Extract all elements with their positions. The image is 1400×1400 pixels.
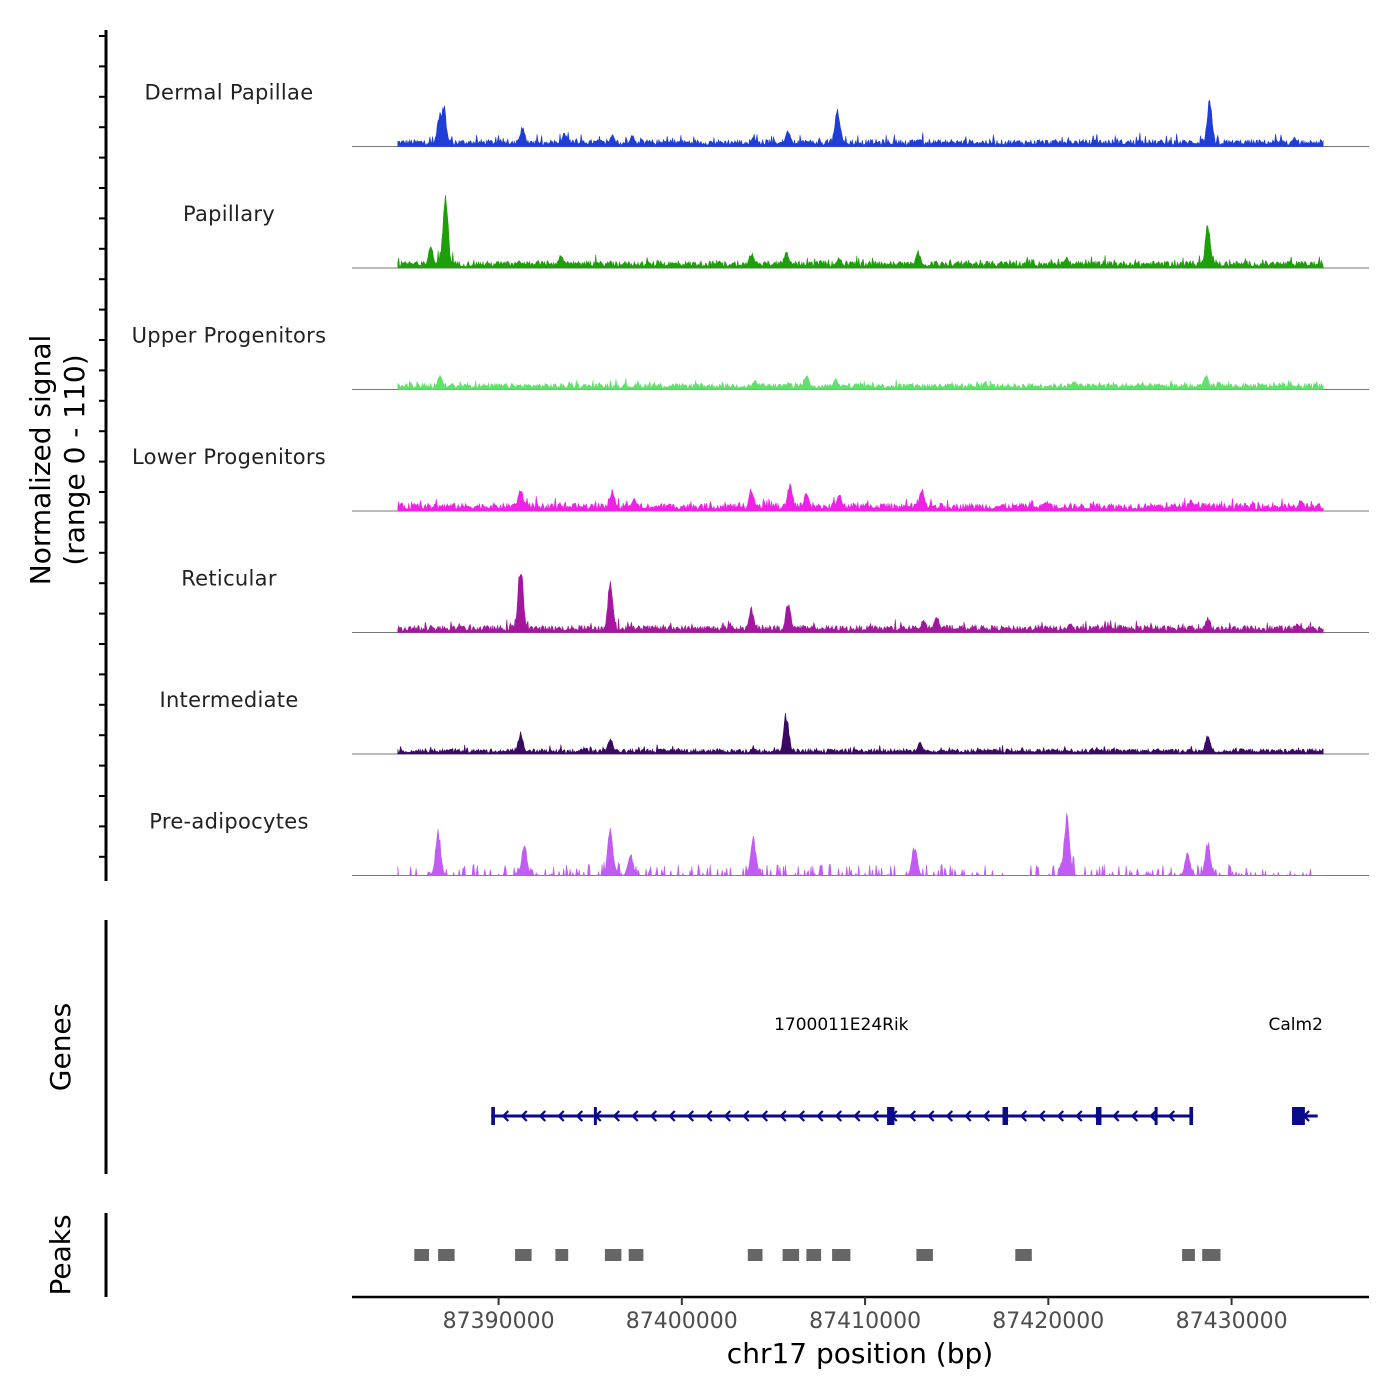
x-axis-title: chr17 position (bp) [727, 1337, 993, 1370]
signal-area [397, 483, 1324, 512]
x-tick-label: 87420000 [992, 1309, 1104, 1334]
gene-1700011e24rik [491, 1107, 1194, 1125]
track-dermal-papillae: Dermal Papillae [145, 81, 1369, 147]
x-tick-label: 87430000 [1176, 1309, 1288, 1334]
peak-region [806, 1249, 822, 1261]
peak-region [782, 1249, 800, 1261]
track-lower-progenitors: Lower Progenitors [132, 445, 1369, 512]
signal-tracks: Dermal Papillae Papillary Upper Progenitor… [132, 81, 1369, 877]
peak-region [438, 1249, 455, 1261]
peak-region [515, 1249, 532, 1261]
peak-region [628, 1249, 644, 1261]
strand-chevron [1019, 1110, 1028, 1122]
strand-chevron [557, 1110, 565, 1122]
peak-region [1015, 1249, 1032, 1261]
peak-region [832, 1249, 851, 1261]
gene-exon [1189, 1107, 1194, 1125]
track-papillary: Papillary [183, 194, 1369, 269]
gene-label: Calm2 [1269, 1015, 1323, 1035]
strand-chevron [982, 1110, 991, 1122]
strand-chevron [501, 1110, 510, 1122]
track-intermediate: Intermediate [159, 688, 1369, 755]
strand-chevron [705, 1110, 713, 1122]
track-label: Pre-adipocytes [149, 810, 308, 834]
peak-regions-track [414, 1249, 1221, 1261]
track-label: Lower Progenitors [132, 445, 326, 469]
peak-region [1202, 1249, 1221, 1261]
peak-region [1182, 1249, 1195, 1261]
gene-exon [1154, 1107, 1158, 1125]
x-tick-label: 87400000 [626, 1309, 738, 1334]
peak-region [604, 1249, 622, 1261]
strand-chevron [686, 1110, 695, 1122]
track-label: Intermediate [159, 688, 298, 712]
strand-chevron [834, 1110, 843, 1122]
gene-exon [1292, 1107, 1305, 1125]
signal-y-axis-ticks [99, 35, 106, 858]
peak-region [414, 1249, 429, 1261]
strand-chevron [1056, 1110, 1065, 1122]
strand-chevron [668, 1110, 676, 1122]
strand-chevron [797, 1110, 806, 1122]
gene-exon [593, 1107, 597, 1125]
strand-chevron [945, 1110, 954, 1122]
strand-chevron [742, 1110, 750, 1122]
strand-chevron [723, 1110, 732, 1122]
signal-area [397, 374, 1324, 390]
strand-chevron [1112, 1110, 1120, 1122]
signal-area [397, 99, 1324, 147]
gene-exon [1002, 1107, 1009, 1125]
signal-area [397, 574, 1324, 633]
strand-chevron [1167, 1110, 1176, 1122]
gene-calm2 [1292, 1107, 1318, 1125]
y-axis-title-line2: (range 0 - 110) [58, 354, 91, 565]
strand-chevron [908, 1110, 917, 1122]
gene-exon [491, 1107, 495, 1125]
strand-chevron [631, 1110, 639, 1122]
gene-exon [887, 1107, 895, 1125]
strand-chevron [1075, 1110, 1083, 1122]
peaks-panel-label: Peaks [44, 1214, 77, 1295]
x-axis-ticks: 87390000 87400000 87410000 87420000 87430000 [443, 1297, 1288, 1334]
signal-area [397, 712, 1324, 755]
strand-chevron [853, 1110, 861, 1122]
gene-label: 1700011E24Rik [774, 1015, 909, 1035]
strand-chevron [779, 1110, 787, 1122]
strand-chevron [871, 1110, 880, 1122]
genes-panel-label: Genes [44, 1003, 77, 1091]
track-pre-adipocytes: Pre-adipocytes [149, 810, 1369, 877]
strand-chevron [816, 1110, 824, 1122]
strand-chevron [760, 1110, 769, 1122]
signal-area [397, 194, 1324, 269]
strand-chevron [1130, 1110, 1139, 1122]
strand-chevron [538, 1110, 547, 1122]
x-tick-label: 87410000 [809, 1309, 921, 1334]
strand-chevron [1038, 1110, 1046, 1122]
y-axis-title: Normalized signal (range 0 - 110) [24, 335, 91, 586]
gene-annotation-track: 1700011E24Rik Calm2 [491, 1015, 1323, 1125]
x-tick-label: 87390000 [443, 1309, 555, 1334]
track-reticular: Reticular [181, 567, 1369, 633]
track-label: Dermal Papillae [145, 81, 314, 105]
y-axis-title-line1: Normalized signal [24, 335, 57, 586]
peak-region [747, 1249, 763, 1261]
peak-region [555, 1249, 569, 1261]
signal-area [397, 813, 1324, 877]
strand-chevron [927, 1110, 935, 1122]
track-label: Papillary [183, 202, 275, 226]
track-upper-progenitors: Upper Progenitors [132, 324, 1369, 390]
peak-region [916, 1249, 933, 1261]
track-label: Reticular [181, 567, 277, 591]
strand-chevron [1149, 1110, 1157, 1122]
strand-chevron [964, 1110, 972, 1122]
gene-exon [1095, 1107, 1102, 1125]
strand-chevron [575, 1110, 584, 1122]
track-label: Upper Progenitors [132, 324, 327, 348]
strand-chevron [612, 1110, 621, 1122]
strand-chevron [520, 1110, 528, 1122]
strand-chevron [649, 1110, 658, 1122]
